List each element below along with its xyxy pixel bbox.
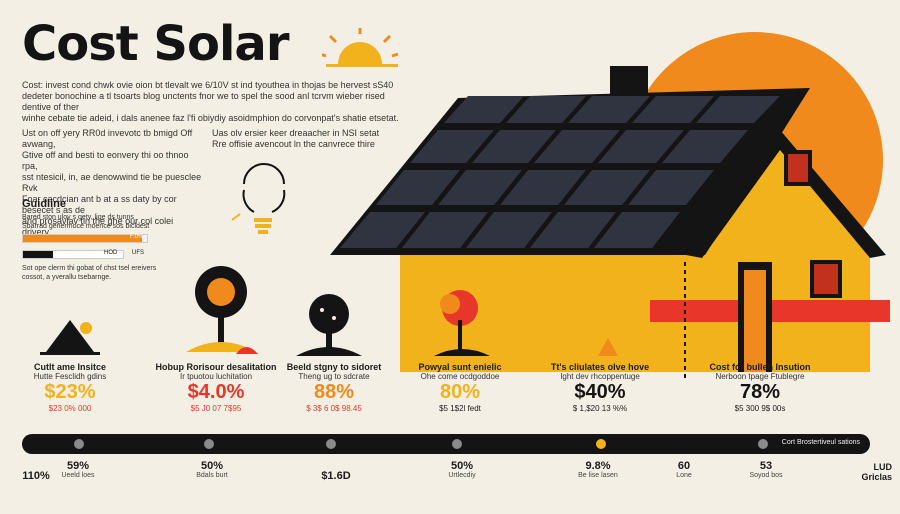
timeline-marker[interactable]	[74, 439, 84, 449]
cost-column-1: Cutlt ame Insitce Hutte Fesclidh gdins $…	[0, 362, 140, 413]
column-title: Cutlt ame Insitce	[33, 362, 107, 372]
column-title: Beeld stgny to sidoret	[286, 362, 382, 372]
cost-column-3: Beeld stgny to sidoret Theng ug to sdcra…	[264, 362, 404, 413]
column-subtitle: Ir tpuotou luchitation	[179, 372, 253, 381]
tree-icon	[296, 294, 362, 356]
intro-line: dedeter bonochine a tl tsoarts blog unct…	[22, 91, 385, 112]
timeline-marker[interactable]	[758, 439, 768, 449]
bottom-stat-value: 9.8%	[585, 460, 611, 472]
sun-icon	[322, 28, 399, 67]
guideline-bar-2-fill	[23, 251, 53, 258]
leaves-icon	[582, 334, 618, 356]
bottom-stat-label: Soyod bos	[749, 472, 783, 479]
bottom-stat: 9.8% Be lise lasen	[558, 460, 638, 479]
intro-line: winhe cebate tie adeid, i dals anenee fa…	[22, 113, 399, 123]
timeline-marker[interactable]	[452, 439, 462, 449]
info-line: Ust on off yery RR0d invevotc tb bmigd O…	[22, 128, 193, 149]
column-title: Hobup Rorisour desalitation	[155, 362, 277, 372]
timeline-marker-active[interactable]	[596, 439, 606, 449]
info-block-right: Uas olv ersier keer dreaacher in NSI set…	[212, 128, 382, 150]
bottom-stat-value: 53	[759, 460, 773, 472]
lightbulb-icon	[231, 163, 286, 234]
column-detail: $5 J0 07 7$95	[190, 404, 242, 413]
autumn-tree-icon	[434, 290, 490, 356]
brand-line: LUD	[873, 462, 893, 472]
guideline-line: Bared ston uloy s gety, lige ds tunns	[22, 214, 134, 221]
bottom-stat-label: Lone	[676, 472, 692, 479]
intro-line: Cost: invest cond chwk ovie oion bt tlev…	[22, 80, 394, 90]
bottom-stat: 60 Lone	[644, 460, 724, 479]
cost-column-6: Cost for bullen Insution Nerboon tpage F…	[690, 362, 830, 413]
bottom-stat-label: Be lise lasen	[578, 472, 618, 479]
timeline-marker[interactable]	[204, 439, 214, 449]
guideline-bar-2	[22, 250, 124, 259]
column-value: $4.0%	[187, 381, 245, 403]
brand-logo: LUD Griclas	[832, 462, 892, 482]
column-subtitle: Hutte Fesclidh gdins	[33, 372, 107, 381]
guideline-bar-1-fill	[23, 235, 143, 242]
column-subtitle: Ight dev rhcoppentuge	[560, 372, 640, 381]
bottom-stat: 50% Urtlecdiy	[422, 460, 502, 479]
column-detail: $ 1,$20 13 %%	[572, 404, 628, 413]
column-value: $40%	[574, 381, 626, 403]
info-line: and prosavlav tin the ghe our col colei …	[22, 216, 174, 237]
guideline-footer-line: Sot ope clerm thi gobat of chst tsel ere…	[22, 265, 157, 272]
guideline-bar-2-label: HOD	[104, 250, 118, 256]
bottom-stat-value: 60	[677, 460, 691, 472]
column-title: Powyal sunt enielic	[418, 362, 502, 372]
column-title: Tt's cliulates olve hove	[550, 362, 650, 372]
mound-icon	[40, 320, 100, 355]
brand-line: Griclas	[861, 472, 892, 482]
column-detail: $5 1$2l fedt	[439, 404, 481, 413]
bottom-stat: 50% Bdals burt	[172, 460, 252, 479]
bottom-stat: $1.6D	[296, 470, 376, 482]
cost-column-4: Powyal sunt enielic Ohe come ocdgoddoe 8…	[390, 362, 530, 413]
info-line: Foar cacdcian ant b at a ss daty by cor …	[22, 194, 177, 215]
solar-house-illustration	[330, 32, 890, 380]
cost-column-2: Hobup Rorisour desalitation Ir tpuotou l…	[146, 362, 286, 413]
bottom-stat-value: $1.6D	[321, 470, 351, 482]
guideline-footer: Sot ope clerm thi gobat of chst tsel ere…	[22, 264, 162, 282]
guideline-footer-line: cossot, a yverallu tsebarnge.	[22, 274, 112, 281]
info-line: Gtive off and besti to eonvery thi oo th…	[22, 150, 189, 171]
column-value: 88%	[313, 381, 355, 403]
bottom-stat-value: 50%	[200, 460, 224, 472]
bottom-stat: 59% Ueeld loes	[38, 460, 118, 479]
guideline-title: Guidline	[22, 198, 66, 210]
guideline-line: Sbarrad genermoce moence sos bicldest	[22, 223, 150, 230]
tree-icon	[186, 266, 258, 354]
bottom-stat: 53 Soyod bos	[726, 460, 806, 479]
bottom-stat-value: 110%	[22, 470, 50, 482]
cost-column-5: Tt's cliulates olve hove Ight dev rhcopp…	[530, 362, 670, 413]
bottom-stat: 110%	[0, 470, 76, 482]
column-title: Cost for bullen Insution	[709, 362, 811, 372]
guideline-bar-1	[22, 234, 148, 243]
column-detail: $5 300 9$ 00s	[734, 404, 786, 413]
column-detail: $23 0% 000	[48, 404, 92, 413]
page-title: Cost Solar	[22, 16, 289, 72]
bottom-stat-label: Bdals burt	[196, 472, 228, 479]
info-block-left: Ust on off yery RR0d invevotc tb bmigd O…	[22, 128, 202, 238]
info-line: Uas olv ersier keer dreaacher in NSI set…	[212, 128, 380, 138]
column-value: $23%	[44, 381, 96, 403]
column-detail: $ 3$ 6 0$ 98.45	[306, 404, 362, 413]
column-subtitle: Nerboon tpage Ftublegre	[715, 372, 805, 381]
column-subtitle: Ohe come ocdgoddoe	[420, 372, 500, 381]
guideline-text: Bared ston uloy s gety, lige ds tunns Sb…	[22, 213, 162, 231]
timeline-label: Cort Brostertiveul sations	[781, 439, 860, 446]
intro-text: Cost: invest cond chwk ovie oion bt tlev…	[22, 80, 402, 124]
timeline-marker[interactable]	[326, 439, 336, 449]
info-line: Rre offisie avencout ln the canvrece thi…	[212, 139, 375, 149]
guideline-bar-3-label: UFS	[132, 250, 144, 256]
bottom-stat-label: Ueeld loes	[61, 472, 95, 479]
info-line: sst ntesicil, in, ae denowwind tie be pu…	[22, 172, 202, 193]
bottom-stat-value: 59%	[66, 460, 90, 472]
bottom-stat-value: 50%	[450, 460, 474, 472]
bottom-stat-label: Urtlecdiy	[448, 472, 476, 479]
column-value: 80%	[439, 381, 481, 403]
column-subtitle: Theng ug to sdcrate	[298, 372, 370, 381]
guideline-bar-1-label: F.0%	[130, 234, 144, 240]
timeline-bar: Cort Brostertiveul sations	[22, 434, 870, 454]
column-value: 78%	[739, 381, 781, 403]
